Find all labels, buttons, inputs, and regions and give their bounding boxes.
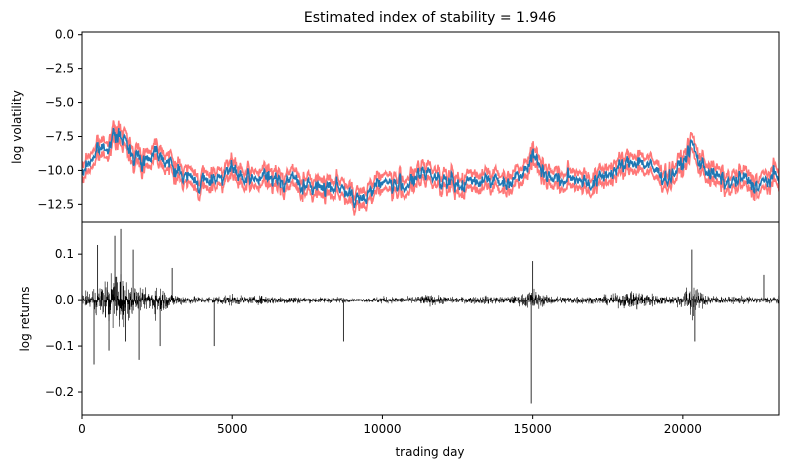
x-tick-label: 15000 — [514, 422, 552, 436]
volatility-series-line — [82, 127, 779, 209]
bottom-axes-frame — [81, 221, 780, 416]
axis-ticks: 0.0 −2.5 −5.0 −7.5 −10.0 −12.5 0.1 0.0 −0.1 −0.2 0… — [37, 28, 702, 436]
x-tick-label: 10000 — [363, 422, 401, 436]
top-y-tick-label: −2.5 — [45, 62, 74, 76]
x-tick-label: 20000 — [664, 422, 702, 436]
x-tick-label: 5000 — [217, 422, 248, 436]
top-y-tick-label: 0.0 — [55, 28, 74, 42]
top-y-tick-label: −5.0 — [45, 96, 74, 110]
returns-series-noise — [82, 273, 779, 328]
top-y-axis-label: log volatility — [10, 90, 24, 164]
bottom-y-tick-label: 0.1 — [55, 247, 74, 261]
top-y-tick-label: −10.0 — [37, 163, 74, 177]
top-y-tick-label: −7.5 — [45, 130, 74, 144]
bottom-y-axis-label: log returns — [18, 286, 32, 351]
volatility-plot-area — [82, 120, 779, 216]
confidence-band-lower — [82, 135, 779, 216]
chart-title: Estimated index of stability = 1.946 — [304, 10, 556, 26]
x-axis-label: trading day — [395, 445, 464, 459]
bottom-y-tick-label: −0.2 — [45, 385, 74, 399]
x-tick-label: 0 — [78, 422, 86, 436]
top-y-tick-label: −12.5 — [37, 197, 74, 211]
bottom-y-tick-label: −0.1 — [45, 339, 74, 353]
bottom-y-tick-label: 0.0 — [55, 293, 74, 307]
returns-plot-area — [82, 228, 779, 404]
